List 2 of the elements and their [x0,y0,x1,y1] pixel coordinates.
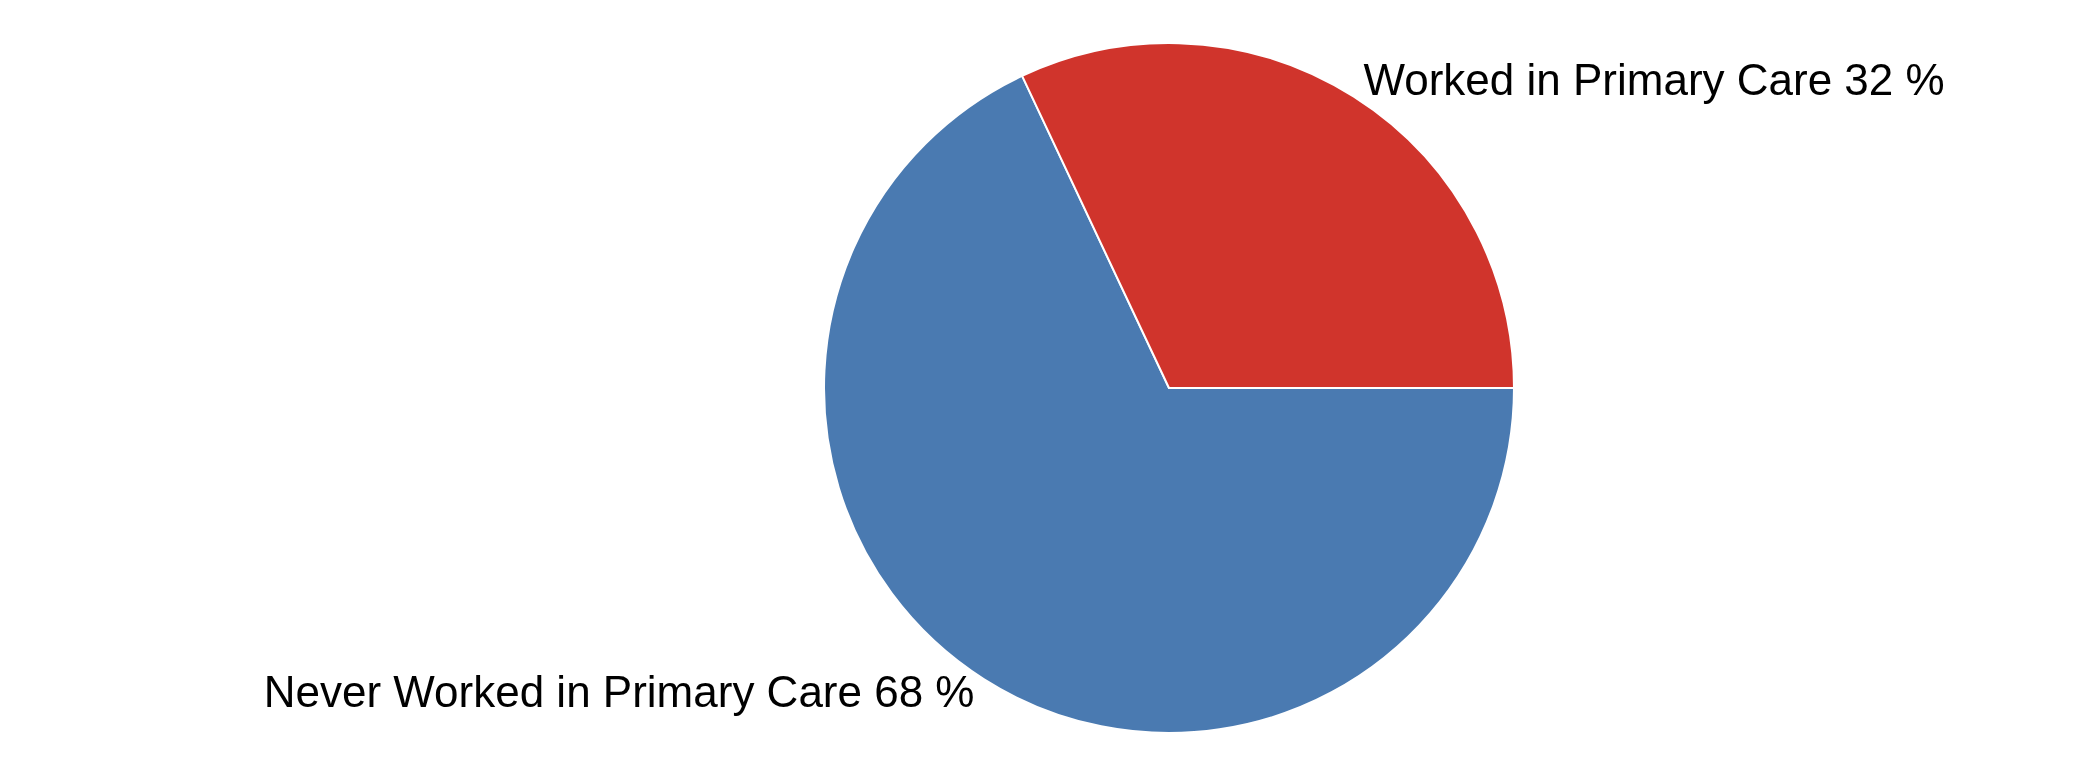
slice-label: Worked in Primary Care 32 % [1363,54,1945,104]
slice-label: Never Worked in Primary Care 68 % [263,667,975,717]
